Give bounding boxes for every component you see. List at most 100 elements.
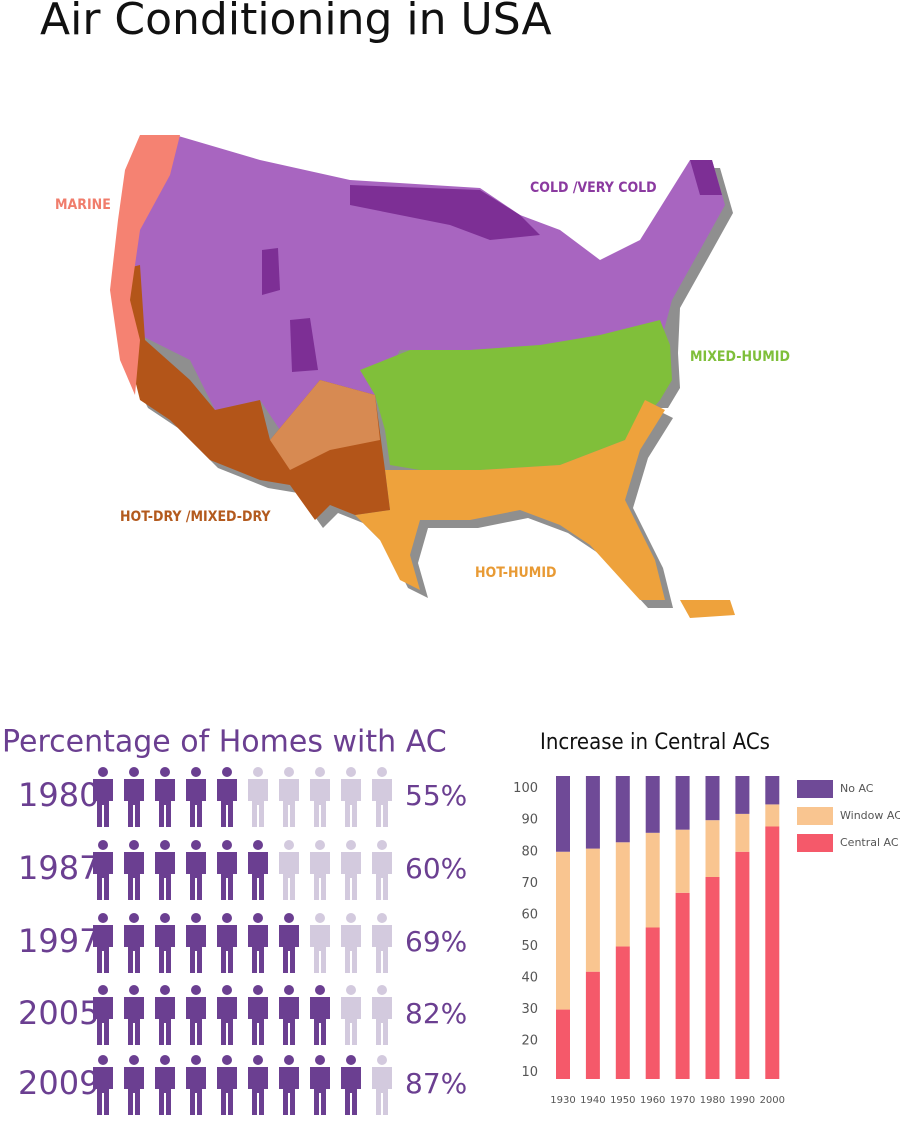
- person-icon: [186, 1055, 206, 1115]
- icon-body: [186, 852, 206, 900]
- icon-head: [377, 1055, 387, 1065]
- icon-body: [217, 1067, 237, 1115]
- icon-head: [346, 767, 356, 777]
- icon-body: [372, 997, 392, 1045]
- map-label: MIXED-HUMID: [690, 349, 790, 365]
- percent-label: 55%: [405, 779, 467, 812]
- icon-body: [217, 925, 237, 973]
- person-icon: [155, 767, 175, 827]
- icon-body: [279, 997, 299, 1045]
- y-tick-label: 10: [521, 1065, 538, 1080]
- mixed-humid-region: [360, 320, 672, 470]
- person-icon: [248, 840, 268, 900]
- x-tick-label: 1960: [640, 1095, 665, 1106]
- icon-head: [98, 767, 108, 777]
- person-icon: [341, 913, 361, 973]
- bar-segment: [705, 877, 720, 1079]
- bar-segment: [645, 832, 660, 928]
- map-label: HOT-HUMID: [475, 565, 556, 581]
- icon-head: [377, 840, 387, 850]
- icon-body: [186, 925, 206, 973]
- icon-head: [160, 913, 170, 923]
- icon-body: [341, 925, 361, 973]
- person-icon: [279, 767, 299, 827]
- icon-body: [248, 779, 268, 827]
- icon-head: [129, 913, 139, 923]
- bar-segment: [615, 946, 630, 1079]
- hot-humid-region: [355, 400, 665, 600]
- bar-segment: [735, 813, 750, 852]
- bar-segment: [675, 829, 690, 893]
- icon-body: [341, 852, 361, 900]
- bar-segment: [735, 776, 750, 814]
- bar-segment: [556, 776, 570, 852]
- very-cold-region: [290, 318, 318, 372]
- y-tick-label: 50: [521, 939, 538, 954]
- puerto-rico: [680, 600, 735, 618]
- percent-label: 60%: [405, 852, 467, 885]
- icon-body: [310, 852, 330, 900]
- person-icon: [372, 985, 392, 1045]
- icon-body: [93, 997, 113, 1045]
- icon-head: [253, 840, 263, 850]
- person-icon: [372, 767, 392, 827]
- icon-head: [129, 767, 139, 777]
- person-icon: [124, 767, 144, 827]
- bar-segment: [675, 776, 690, 830]
- y-tick-label: 60: [521, 907, 538, 922]
- year-label: 2005: [18, 994, 99, 1032]
- map-label: HOT-DRY /MIXED-DRY: [120, 509, 271, 525]
- person-icon: [93, 840, 113, 900]
- person-icon: [310, 840, 330, 900]
- icon-head: [129, 1055, 139, 1065]
- marine-region: [110, 135, 180, 395]
- icon-body: [155, 852, 175, 900]
- x-tick-label: 2000: [760, 1095, 785, 1106]
- icon-head: [284, 1055, 294, 1065]
- legend-label: No AC: [840, 782, 874, 795]
- icon-body: [372, 925, 392, 973]
- icon-body: [341, 997, 361, 1045]
- icon-body: [341, 779, 361, 827]
- icon-head: [253, 985, 263, 995]
- y-tick-label: 20: [521, 1034, 538, 1049]
- person-icon: [93, 985, 113, 1045]
- y-tick-label: 30: [521, 1002, 538, 1017]
- bar-segment: [765, 826, 780, 1079]
- icon-head: [129, 985, 139, 995]
- person-icon: [310, 985, 330, 1045]
- icon-head: [253, 913, 263, 923]
- icon-body: [217, 997, 237, 1045]
- icon-body: [310, 997, 330, 1045]
- person-icon: [93, 767, 113, 827]
- legend-swatch: [797, 807, 833, 825]
- icon-head: [222, 1055, 232, 1065]
- icon-body: [124, 1067, 144, 1115]
- icon-body: [155, 1067, 175, 1115]
- person-icon: [155, 913, 175, 973]
- icon-head: [160, 767, 170, 777]
- icon-body: [93, 925, 113, 973]
- mixed-dry-region: [270, 380, 380, 470]
- icon-head: [191, 767, 201, 777]
- icon-body: [372, 852, 392, 900]
- x-tick-label: 1930: [550, 1095, 575, 1106]
- icon-body: [310, 1067, 330, 1115]
- x-tick-label: 1980: [700, 1095, 725, 1106]
- y-tick-label: 70: [521, 876, 538, 891]
- icon-body: [279, 925, 299, 973]
- bar-segment: [645, 776, 660, 833]
- icon-head: [98, 840, 108, 850]
- person-icon: [186, 985, 206, 1045]
- x-tick-label: 1950: [610, 1095, 635, 1106]
- icon-head: [284, 985, 294, 995]
- person-icon: [341, 1055, 361, 1115]
- person-icon: [124, 913, 144, 973]
- icon-body: [248, 925, 268, 973]
- icon-head: [160, 840, 170, 850]
- icon-body: [341, 1067, 361, 1115]
- person-icon: [93, 1055, 113, 1115]
- person-icon: [124, 985, 144, 1045]
- person-icon: [248, 985, 268, 1045]
- person-icon: [279, 985, 299, 1045]
